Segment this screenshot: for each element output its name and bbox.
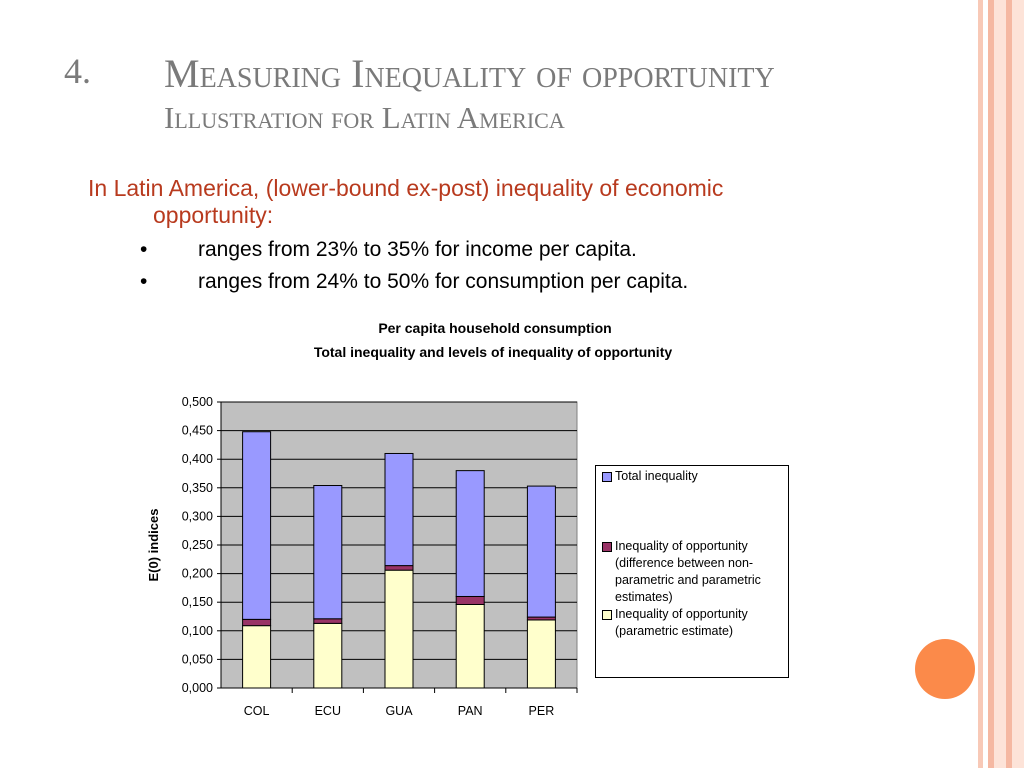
bullet-text: ranges from 24% to 50% for consumption p… <box>198 270 689 293</box>
bar-segment <box>242 618 272 627</box>
intro-text-continued: opportunity: <box>153 202 274 228</box>
y-tick-label: 0,250 <box>182 538 213 552</box>
border-stripe <box>988 0 994 768</box>
bar-segment <box>242 625 272 689</box>
x-tick-label: ECU <box>315 704 341 718</box>
decorative-circle <box>915 639 975 699</box>
legend-swatch <box>602 542 612 552</box>
y-tick-label: 0,350 <box>182 481 213 495</box>
x-tick-label: COL <box>244 704 270 718</box>
legend-swatch <box>602 610 612 620</box>
y-axis-label: E(0) indices <box>146 509 161 582</box>
y-tick-label: 0,200 <box>182 567 213 581</box>
intro-text: In Latin America, (lower-bound ex-post) … <box>88 175 724 201</box>
bar-segment <box>526 619 556 689</box>
x-tick-label: PER <box>529 704 555 718</box>
bar-segment <box>455 470 485 597</box>
y-tick-label: 0,400 <box>182 452 213 466</box>
bar-segment <box>384 569 414 689</box>
legend-label: Total inequality <box>615 469 698 483</box>
slide-subheading: Illustration for Latin America <box>164 100 565 135</box>
y-tick-label: 0,100 <box>182 624 213 638</box>
bullet-text: ranges from 23% to 35% for income per ca… <box>198 238 637 261</box>
bar-segment <box>384 452 414 567</box>
chart-subtitle: Total inequality and levels of inequalit… <box>314 344 673 360</box>
bar-segment <box>313 485 343 620</box>
border-stripe <box>1006 0 1012 768</box>
legend-label: Inequality of opportunity (parametric es… <box>615 607 748 638</box>
border-stripe <box>1012 0 1024 768</box>
chart-legend: Total inequality Inequality of opportuni… <box>595 465 789 678</box>
bullet-marker: • <box>140 270 148 293</box>
bar-segment <box>384 565 414 571</box>
y-tick-label: 0,050 <box>182 652 213 666</box>
border-stripe <box>978 0 983 768</box>
x-tick-label: PAN <box>458 704 483 718</box>
x-tick-label: GUA <box>385 704 413 718</box>
bar-segment <box>313 622 343 689</box>
legend-label: Inequality of opportunity (difference be… <box>615 539 761 604</box>
y-tick-label: 0,300 <box>182 509 213 523</box>
y-tick-label: 0,000 <box>182 681 213 695</box>
slide-number: 4. <box>64 51 91 91</box>
slide-heading: Measuring Inequality of opportunity <box>164 51 775 96</box>
bar-segment <box>313 618 343 624</box>
bar-segment <box>242 431 272 620</box>
bar-segment <box>526 485 556 618</box>
y-tick-label: 0,450 <box>182 424 213 438</box>
border-stripe <box>994 0 1006 768</box>
y-tick-label: 0,500 <box>182 395 213 409</box>
bullet-marker: • <box>140 238 148 261</box>
chart-title: Per capita household consumption <box>378 320 611 336</box>
legend-swatch <box>602 472 612 482</box>
bar-segment <box>455 595 485 605</box>
y-tick-label: 0,150 <box>182 595 213 609</box>
bar-segment <box>455 603 485 689</box>
